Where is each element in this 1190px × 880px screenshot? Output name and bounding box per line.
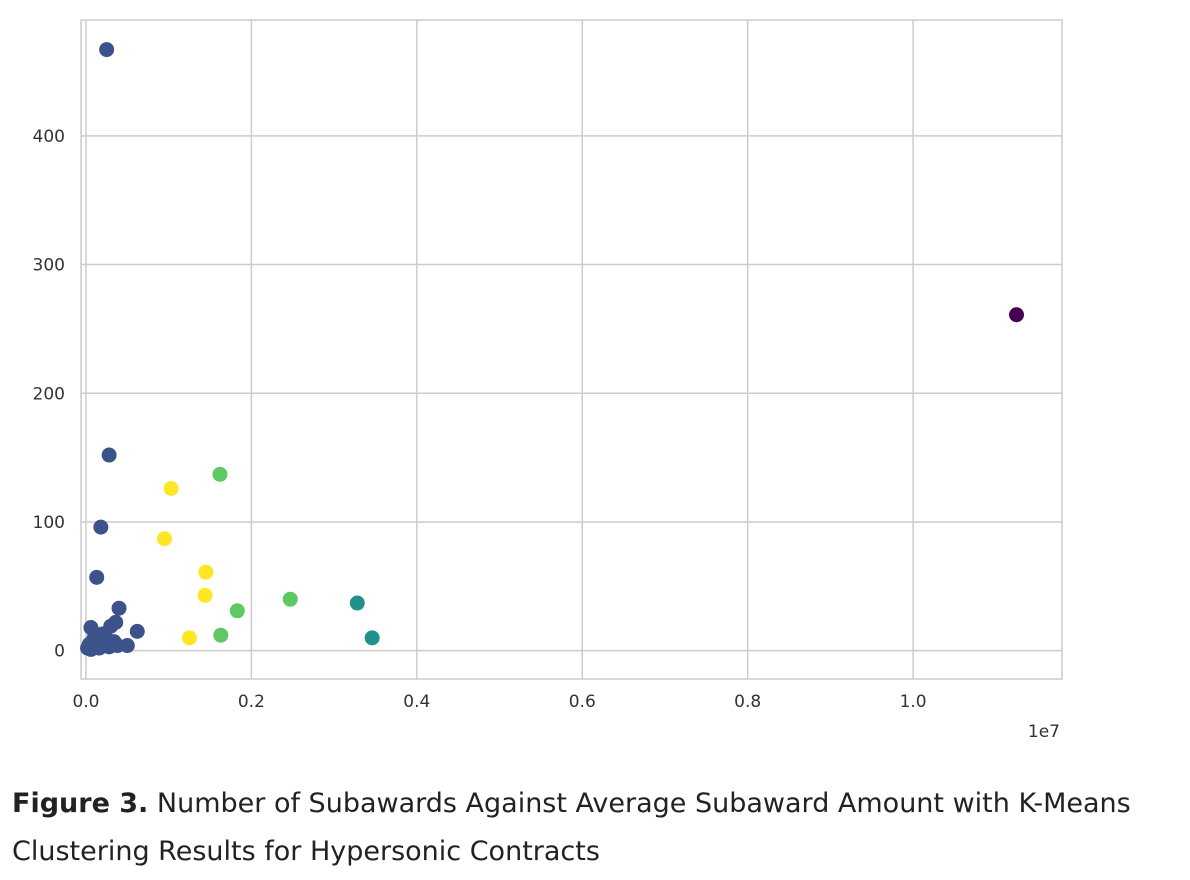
scatter-point-cluster-3 [229, 603, 245, 619]
scatter-point-cluster-3 [212, 466, 228, 482]
scatter-point-cluster-1 [101, 447, 117, 463]
y-tick-label: 400 [33, 127, 65, 147]
x-axis-offset-label: 1e7 [1028, 722, 1060, 742]
scatter-point-cluster-4 [198, 564, 214, 580]
scatter-point-cluster-2 [364, 630, 380, 646]
x-tick-label: 0.2 [238, 692, 265, 712]
scatter-point-cluster-4 [163, 481, 179, 497]
data-points [80, 42, 1025, 657]
figure-caption: Figure 3. Number of Subawards Against Av… [12, 780, 1182, 876]
scatter-point-cluster-1 [99, 42, 115, 58]
tick-labels: 0.0 0.2 0.4 0.6 0.8 1.0 0 100 200 300 400 [33, 127, 927, 712]
x-tick-label: 0.0 [72, 692, 99, 712]
scatter-point-cluster-4 [197, 587, 213, 603]
y-tick-label: 300 [33, 256, 65, 276]
scatter-point-cluster-0 [1009, 307, 1025, 323]
y-tick-label: 0 [54, 642, 65, 662]
scatter-point-cluster-2 [349, 595, 365, 611]
scatter-point-cluster-1 [109, 638, 125, 654]
scatter-point-cluster-1 [96, 635, 112, 651]
scatter-point-cluster-1 [89, 569, 105, 585]
plot-frame [80, 19, 1063, 680]
scatter-point-cluster-3 [213, 627, 229, 643]
grid-lines [81, 20, 1062, 679]
x-tick-label: 1.0 [900, 692, 927, 712]
scatter-point-cluster-3 [282, 591, 298, 607]
y-tick-label: 200 [33, 384, 65, 404]
figure-caption-text: Number of Subawards Against Average Suba… [12, 788, 1131, 867]
x-tick-label: 0.4 [403, 692, 430, 712]
x-tick-label: 0.6 [569, 692, 596, 712]
scatter-chart: 0.0 0.2 0.4 0.6 0.8 1.0 0 100 200 300 400 1e7 [33, 19, 1063, 742]
scatter-point-cluster-4 [157, 531, 173, 547]
scatter-point-cluster-1 [111, 600, 127, 616]
figure-label: Figure 3. [12, 788, 149, 819]
scatter-point-cluster-1 [129, 623, 145, 639]
scatter-point-cluster-1 [93, 519, 109, 535]
scatter-point-cluster-4 [181, 630, 197, 646]
x-tick-label: 0.8 [734, 692, 761, 712]
y-tick-label: 100 [33, 513, 65, 533]
